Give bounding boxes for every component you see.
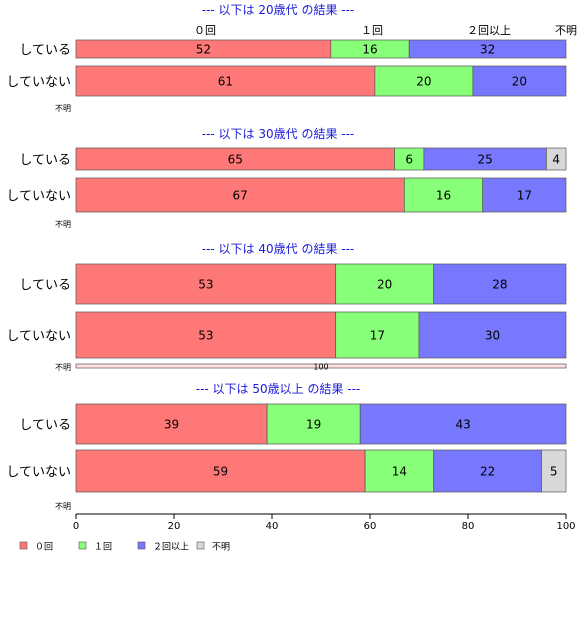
unknown-row-label: 不明 xyxy=(55,363,71,372)
bar-segment xyxy=(408,39,567,59)
bar-segment xyxy=(433,449,542,493)
unknown-row-label: 不明 xyxy=(55,502,71,511)
column-header: １回 xyxy=(361,24,383,37)
x-tick-label: 60 xyxy=(364,521,377,532)
bar-value-label: 61 xyxy=(218,75,233,89)
bar-value-label: 53 xyxy=(198,278,213,292)
bar-segment xyxy=(335,311,420,359)
bar-segment xyxy=(75,311,337,359)
unknown-bar-value: 100 xyxy=(313,363,328,372)
row-label: している xyxy=(19,418,71,433)
bar-segment xyxy=(75,177,405,213)
bar-segment xyxy=(364,449,435,493)
unknown-row-label: 不明 xyxy=(55,220,71,229)
legend-label: ０回 xyxy=(35,542,53,553)
bar-value-label: 25 xyxy=(478,153,493,167)
bar-value-label: 5 xyxy=(550,465,558,479)
row-label: していない xyxy=(6,465,71,480)
bar-value-label: 17 xyxy=(370,329,385,343)
panel-title: --- 以下は 50歳以上 の結果 --- xyxy=(196,382,361,396)
x-tick-label: 80 xyxy=(462,521,475,532)
bar-value-label: 6 xyxy=(405,153,413,167)
bar-value-label: 28 xyxy=(492,278,507,292)
bar-value-label: 32 xyxy=(480,43,495,57)
bar-value-label: 20 xyxy=(377,278,392,292)
bar-value-label: 39 xyxy=(164,418,179,432)
legend-label: 不明 xyxy=(212,542,230,553)
x-tick-label: 0 xyxy=(73,521,79,532)
bar-value-label: 20 xyxy=(416,75,431,89)
bar-segment xyxy=(403,177,484,213)
row-label: している xyxy=(19,153,71,168)
bar-segment xyxy=(541,449,567,493)
legend-swatch xyxy=(78,541,87,550)
bar-value-label: 43 xyxy=(455,418,470,432)
bar-value-label: 16 xyxy=(362,43,377,57)
panel-title: --- 以下は 30歳代 の結果 --- xyxy=(202,127,355,141)
bar-value-label: 52 xyxy=(196,43,211,57)
bar-value-label: 4 xyxy=(552,153,560,167)
bar-segment xyxy=(546,147,567,171)
legend-swatch xyxy=(196,541,205,550)
bar-segment xyxy=(359,403,567,445)
bar-value-label: 17 xyxy=(517,189,532,203)
row-label: している xyxy=(19,43,71,58)
column-header: ０回 xyxy=(194,24,216,37)
bar-value-label: 20 xyxy=(512,75,527,89)
bar-value-label: 59 xyxy=(213,465,228,479)
unknown-bar xyxy=(75,363,567,369)
bar-segment xyxy=(75,449,366,493)
bar-value-label: 16 xyxy=(436,189,451,203)
row-label: していない xyxy=(6,329,71,344)
bar-segment xyxy=(335,263,435,305)
bar-value-label: 65 xyxy=(228,153,243,167)
x-tick-label: 100 xyxy=(556,521,575,532)
panel-title: --- 以下は 20歳代 の結果 --- xyxy=(202,3,355,17)
bar-segment xyxy=(482,177,567,213)
row-label: していない xyxy=(6,189,71,204)
x-tick-label: 20 xyxy=(168,521,181,532)
bar-segment xyxy=(433,263,567,305)
panel-title: --- 以下は 40歳代 の結果 --- xyxy=(202,242,355,256)
bar-segment xyxy=(75,403,268,445)
row-label: している xyxy=(19,278,71,293)
legend-label: １回 xyxy=(94,542,112,553)
bar-value-label: 14 xyxy=(392,465,407,479)
bar-segment xyxy=(472,65,567,97)
bar-value-label: 19 xyxy=(306,418,321,432)
column-header: ２回以上 xyxy=(467,24,511,37)
x-tick-label: 40 xyxy=(266,521,279,532)
row-label: していない xyxy=(6,75,71,90)
bar-value-label: 30 xyxy=(485,329,500,343)
bar-segment xyxy=(266,403,361,445)
bar-segment xyxy=(418,311,567,359)
unknown-row-label: 不明 xyxy=(55,104,71,113)
column-header: 不明 xyxy=(555,24,577,37)
bar-segment xyxy=(374,65,474,97)
legend-swatch xyxy=(19,541,28,550)
legend-label: ２回以上 xyxy=(153,542,189,553)
bar-value-label: 53 xyxy=(198,329,213,343)
bar-value-label: 67 xyxy=(233,189,248,203)
bar-value-label: 22 xyxy=(480,465,495,479)
legend-swatch xyxy=(137,541,146,550)
